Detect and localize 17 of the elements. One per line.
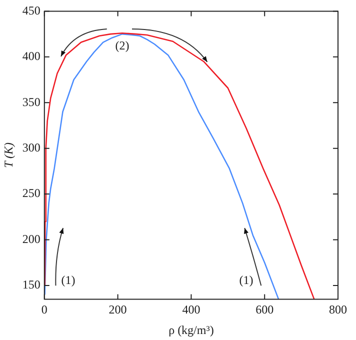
y-tick-label: 300 [22,140,40,154]
annotation: (2) [115,38,130,52]
x-tick-label: 800 [329,302,347,317]
y-tick-label: 450 [22,3,40,18]
y-tick-label: 250 [22,186,40,200]
annotation: (1) [61,273,76,288]
y-tick-label: 150 [22,278,40,292]
annotation: (1) [239,273,254,288]
y-tick-label: 400 [22,49,40,64]
x-tick-label: 200 [108,302,127,317]
x-tick-label: 0 [41,302,48,317]
y-tick-label: 200 [22,232,40,246]
y-tick-label: 350 [22,94,40,109]
x-tick-label: 600 [256,302,274,317]
y-axis-title: T (K) [1,142,16,168]
x-tick-label: 400 [182,302,200,317]
x-axis-title: ρ (kg/m³) [168,322,214,337]
